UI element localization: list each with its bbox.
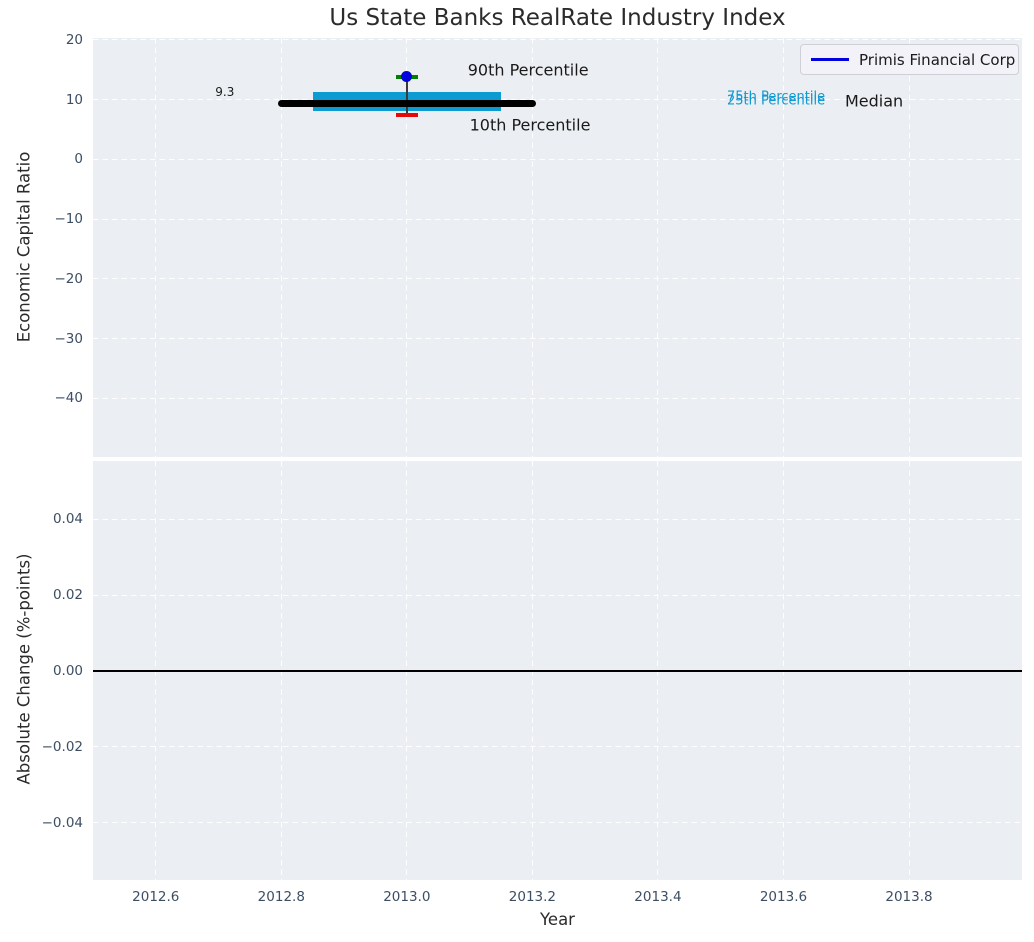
gridline-horizontal <box>93 158 1022 160</box>
y-tick-label: 20 <box>65 31 83 48</box>
percentile-errorbar-cap-bottom <box>395 113 418 117</box>
gridline-vertical <box>657 38 659 457</box>
gridline-horizontal <box>93 397 1022 399</box>
gridline-horizontal <box>93 518 1022 520</box>
gridline-vertical <box>782 38 784 457</box>
gridline-horizontal <box>93 278 1022 280</box>
gridline-vertical <box>531 38 533 457</box>
y-tick-label: −0.02 <box>41 738 83 755</box>
p75-label: 75th Percentile <box>726 89 826 105</box>
x-tick-label: 2013.2 <box>508 889 557 905</box>
gridline-horizontal <box>93 99 1022 101</box>
percentile-errorbar-line <box>406 76 408 116</box>
gridline-vertical <box>155 38 157 457</box>
gridline-vertical <box>280 38 282 457</box>
y-tick-label: 10 <box>65 91 83 108</box>
x-tick-label: 2013.4 <box>634 889 682 905</box>
median-value-label: 9.3 <box>215 84 235 99</box>
x-axis-label-year: Year <box>540 910 575 929</box>
gridline-horizontal <box>93 822 1022 824</box>
legend: Primis Financial Corp <box>800 44 1019 75</box>
y-tick-label: −0.04 <box>41 814 83 831</box>
x-tick-label: 2013.0 <box>383 889 431 905</box>
gridline-vertical <box>406 38 408 457</box>
company-point <box>401 71 413 83</box>
x-tick-label: 2013.6 <box>759 889 808 905</box>
legend-label: Primis Financial Corp <box>859 50 1016 69</box>
x-tick-label: 2012.6 <box>132 889 180 905</box>
y-tick-label: 0 <box>74 151 83 168</box>
median-label: Median <box>844 91 904 111</box>
chart-title: Us State Banks RealRate Industry Index <box>329 5 786 31</box>
y-axis-label-economic-capital-ratio: Economic Capital Ratio <box>14 151 34 343</box>
p10-label: 10th Percentile <box>469 115 591 135</box>
x-tick-label: 2012.8 <box>257 889 305 905</box>
gridline-horizontal <box>93 746 1022 748</box>
y-tick-label: 0.00 <box>52 663 83 680</box>
plot-area-top <box>93 38 1022 457</box>
gridline-horizontal <box>93 594 1022 596</box>
y-tick-label: 0.02 <box>52 587 83 604</box>
median-line <box>277 100 536 108</box>
gridline-horizontal <box>93 338 1022 340</box>
x-tick-label: 2013.8 <box>885 889 933 905</box>
legend-line-sample <box>811 58 849 61</box>
y-tick-label: −10 <box>54 211 84 228</box>
gridline-horizontal <box>93 39 1022 41</box>
y-tick-label: 0.04 <box>52 511 83 528</box>
zero-line <box>93 670 1022 672</box>
gridline-horizontal <box>93 218 1022 220</box>
y-tick-label: −20 <box>54 270 84 287</box>
gridline-vertical <box>908 38 910 457</box>
y-tick-label: −40 <box>54 390 84 407</box>
p25-label: 25th Percentile <box>726 93 826 109</box>
y-tick-label: −30 <box>54 330 84 347</box>
p90-label: 90th Percentile <box>467 60 589 80</box>
